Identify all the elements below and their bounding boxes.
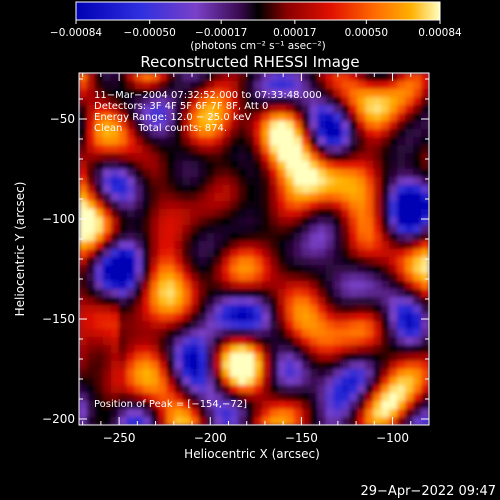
heatmap-image [79,73,429,425]
plot-frame [78,72,430,426]
colorbar-tick-label: −0.00050 [124,27,176,39]
y-axis-label: Heliocentric Y (arcsec) [13,182,27,317]
x-tick-label: −200 [194,431,227,445]
footer-timestamp: 29−Apr−2022 09:47 [361,484,497,499]
x-axis-label: Heliocentric X (arcsec) [184,447,320,461]
y-tick-label: −150 [42,312,75,326]
x-tick-label: −250 [103,431,136,445]
colorbar-tick-label: 0.00084 [418,27,462,39]
peak-position-label: Position of Peak = [−154,−72] [94,399,247,410]
y-tick-label: −100 [42,212,75,226]
colorbar-ticks: −0.00084 −0.00050 −0.00017 0.00017 0.00050 0.… [50,20,462,39]
colorbar-tick-label: −0.00017 [195,27,247,39]
colorbar-tick-label: 0.00050 [345,27,388,39]
x-tick-label: −100 [376,431,409,445]
colorbar-tick-label: 0.00017 [273,27,316,39]
y-tick-label: −200 [42,412,75,426]
x-tick-label: −150 [285,431,318,445]
chart-title: Reconstructed RHESSI Image [140,53,359,71]
y-tick-label: −50 [50,112,75,126]
annotation-time-range: 11−Mar−2004 07:32:52.000 to 07:33:48.000 [94,90,322,101]
colorbar-unit-label: (photons cm⁻² s⁻¹ asec⁻²) [190,40,325,52]
colorbar [75,1,441,21]
colorbar-tick-label: −0.00084 [50,27,103,39]
annotation-energy-range: Energy Range: 12.0 − 25.0 keV [94,112,251,123]
annotation-detectors: Detectors: 3F 4F 5F 6F 7F 8F, Att 0 [94,101,268,112]
axes: −250 −200 −150 −100 −50 −100 −150 −200 [42,73,430,445]
annotation-clean-counts: Clean Total counts: 874. [94,123,227,134]
